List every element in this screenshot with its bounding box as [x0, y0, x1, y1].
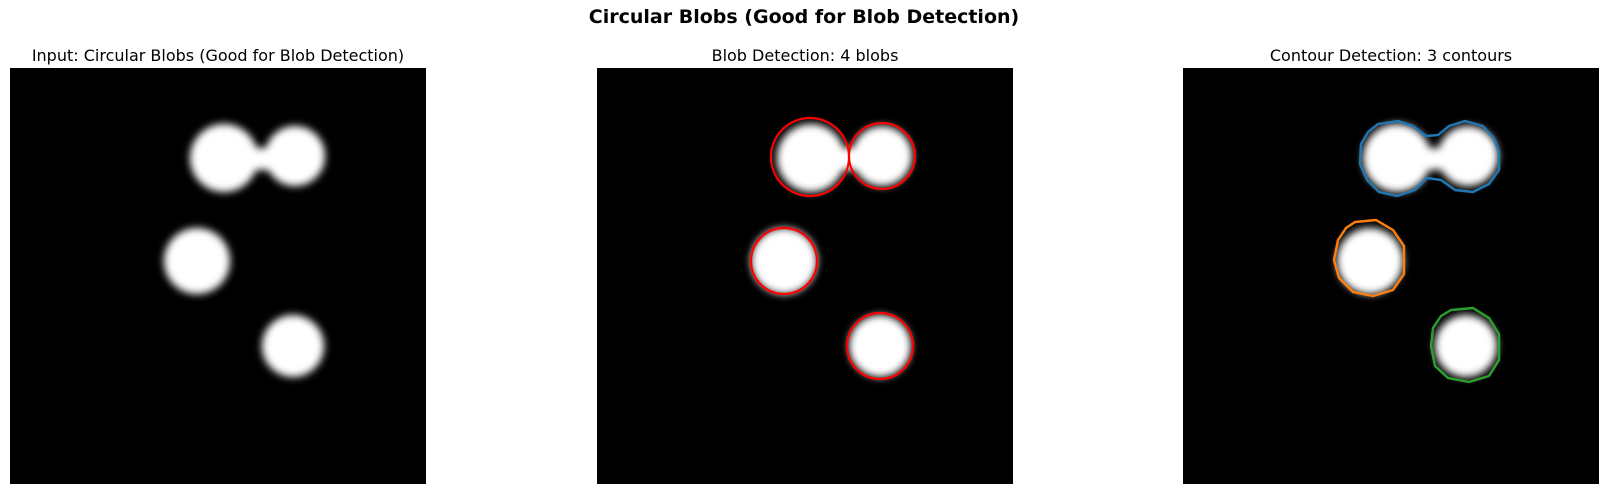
blob-large-top [190, 124, 258, 192]
blob-bottom-right [849, 315, 911, 377]
blob-bridge [837, 148, 867, 170]
input-panel-title: Input: Circular Blobs (Good for Blob Det… [31, 46, 405, 65]
blob-large-top [1363, 124, 1431, 192]
detected-blob-circle [847, 121, 917, 191]
contour-middle-left [1332, 218, 1406, 298]
blob-bottom-right [262, 315, 324, 377]
blob-bridge [1423, 148, 1453, 170]
figure-title: Circular Blobs (Good for Blob Detection) [588, 6, 1020, 28]
blob-large-top [777, 124, 845, 192]
blob-middle-left [164, 228, 230, 294]
blob-middle-left [751, 228, 817, 294]
blob-right-top [265, 126, 325, 186]
blob-right-top [852, 126, 912, 186]
detected-blob-circle [749, 226, 819, 296]
blob-circles-overlay [749, 116, 917, 381]
blob-group [1337, 124, 1498, 377]
contour-detection-panel: Contour Detection: 3 contours [1183, 44, 1599, 484]
contour-bottom-right [1429, 306, 1501, 384]
contour-detection-image [1183, 68, 1599, 484]
input-panel: Input: Circular Blobs (Good for Blob Det… [10, 44, 426, 484]
detected-blob-circle [845, 311, 915, 381]
contour-top-merged [1358, 119, 1501, 198]
blob-group [164, 124, 325, 377]
blob-detection-image [597, 68, 1013, 484]
blob-detection-panel-title: Blob Detection: 4 blobs [711, 46, 899, 65]
blob-bottom-right [1435, 315, 1497, 377]
input-image [10, 68, 426, 484]
blob-detection-panel: Blob Detection: 4 blobs [597, 44, 1013, 484]
blob-middle-left [1337, 228, 1403, 294]
blob-group [751, 124, 912, 377]
contour-detection-panel-title: Contour Detection: 3 contours [1269, 46, 1513, 65]
blob-bridge [250, 148, 280, 170]
blob-right-top [1438, 126, 1498, 186]
contours-overlay [1332, 119, 1501, 384]
